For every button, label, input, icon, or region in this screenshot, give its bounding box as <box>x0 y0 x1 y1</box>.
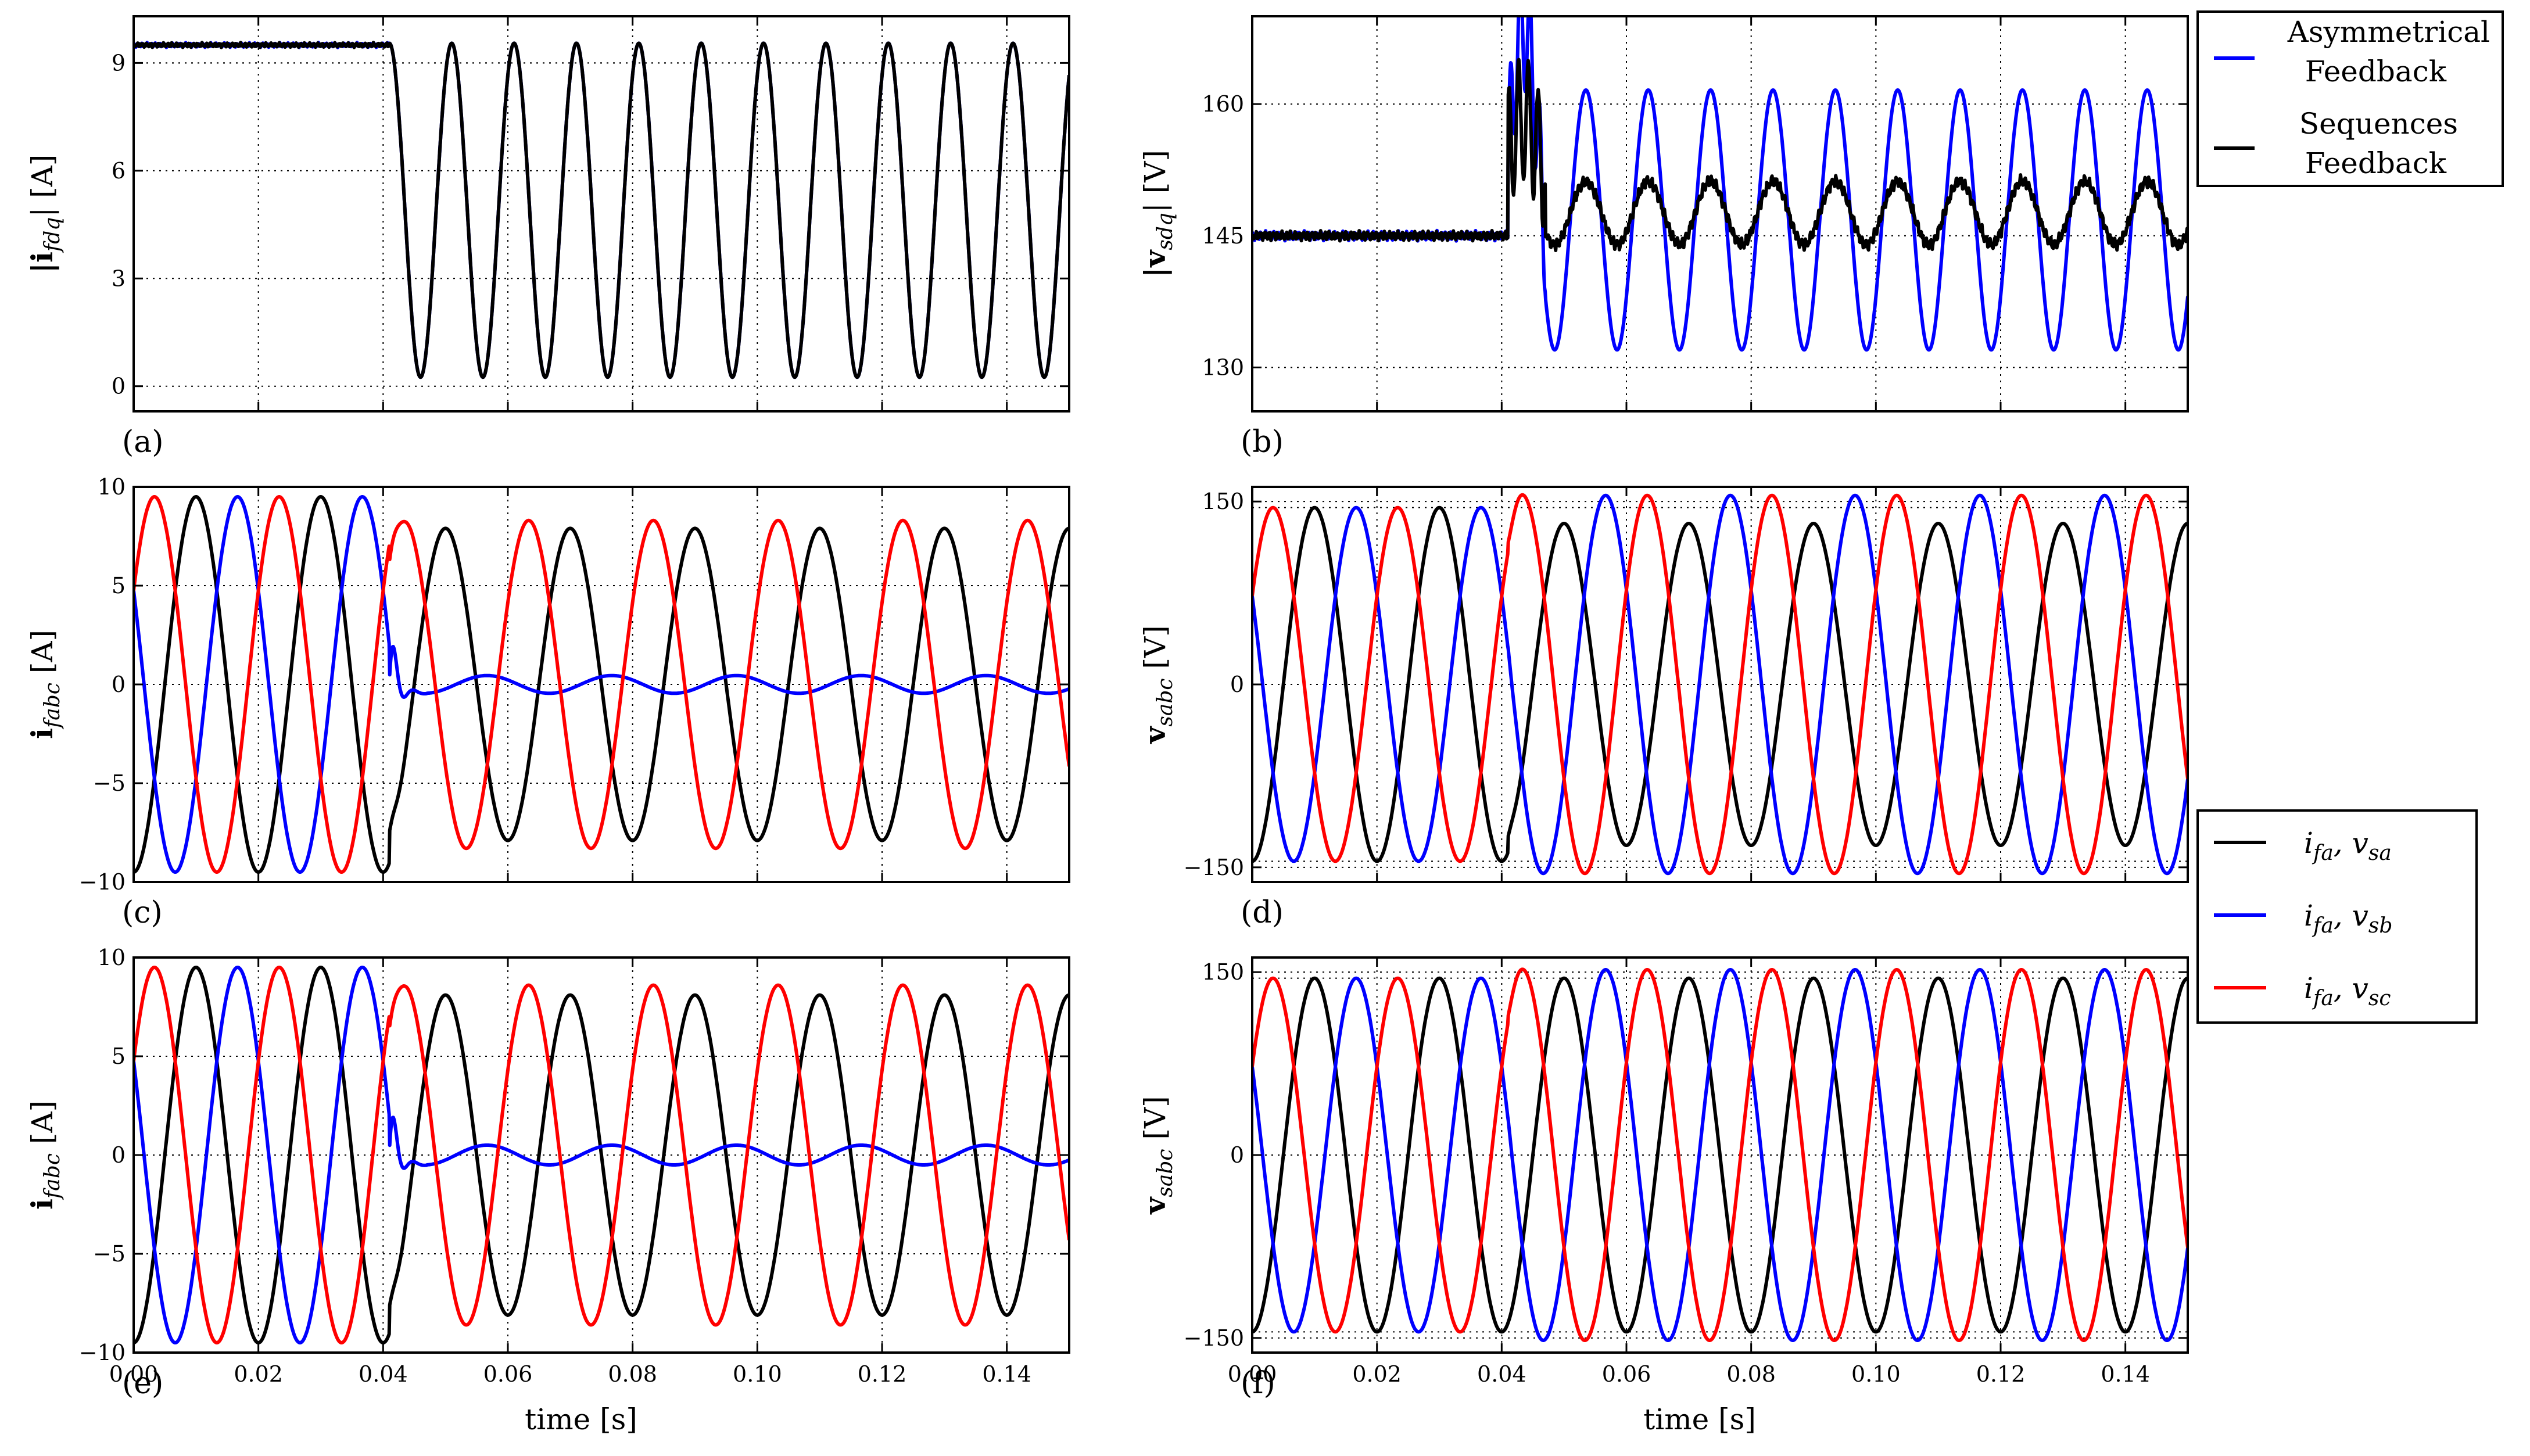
ytick-label-2: 160 <box>1202 91 1244 117</box>
xtick-label-0: 0.00 <box>1228 1361 1277 1387</box>
ytick-label-1: −5 <box>93 770 126 796</box>
legend-bottom: ifa, vsa ifa, vsb ifa, vsc <box>2196 809 2478 1024</box>
xtick-label-4: 0.08 <box>1726 1361 1776 1387</box>
xtick-label-5: 0.10 <box>733 1361 782 1387</box>
series-1-line <box>134 495 1069 874</box>
xtick-label-3: 0.06 <box>483 1361 533 1387</box>
ytick-label-0: −10 <box>79 1340 126 1365</box>
panel-e: 0.00 0.02 0.04 0.06 0.08 0.10 0.12 0.14 −10 −5 0 5 1… <box>25 945 1070 1401</box>
xtick-label-4: 0.08 <box>608 1361 657 1387</box>
series-2-line <box>134 495 1069 874</box>
ytick-label-4: 10 <box>98 474 126 500</box>
series-2-line <box>1252 493 2188 876</box>
ylabel: vsabc [V] <box>1138 1096 1177 1214</box>
legend-top: Asymmetrical Feedback Sequences Feedback <box>2196 10 2504 187</box>
series-group <box>134 495 1069 874</box>
ylabel: ifabc [A] <box>25 630 64 739</box>
xtick-label-2: 0.04 <box>359 1361 408 1387</box>
ytick-label-3: 5 <box>112 573 126 598</box>
panel-label: (d) <box>1241 895 1284 930</box>
xtick-label-0: 0.00 <box>109 1361 159 1387</box>
series-2-line <box>1252 967 2188 1342</box>
ytick-label-2: 150 <box>1202 959 1244 985</box>
panel-c: −10 −5 0 5 10 ifabc [A] (c) <box>25 474 1070 930</box>
series-0-line <box>1252 505 2188 863</box>
series-0-line <box>1252 16 2188 352</box>
panels: 0 3 6 9 |ifdq| [A] (a) 130 145 160 |vsdq| [V] (b) −… <box>25 15 2189 1401</box>
xlabel-left: time [s] <box>525 1403 637 1436</box>
ytick-label-0: −150 <box>1184 1325 1244 1351</box>
legend-top-text-1a: Sequences <box>2299 107 2458 141</box>
axes-frame <box>132 15 1070 413</box>
ytick-label-2: 0 <box>112 672 126 697</box>
ytick-label-2: 6 <box>112 158 126 184</box>
series-0-line <box>1252 976 2188 1334</box>
xtick-label-6: 0.12 <box>1976 1361 2026 1387</box>
series-1-line <box>134 41 1069 379</box>
xtick-label-2: 0.04 <box>1477 1361 1526 1387</box>
series-0-line <box>134 966 1069 1344</box>
panel-label: (b) <box>1241 425 1284 460</box>
panel-label: (f) <box>1241 1366 1275 1401</box>
series-0-line <box>134 495 1069 874</box>
ytick-label-1: 0 <box>1230 1142 1244 1168</box>
panel-label: (e) <box>122 1366 163 1401</box>
series-2-line <box>134 966 1069 1344</box>
ytick-label-3: 5 <box>112 1043 126 1069</box>
ytick-label-1: 145 <box>1202 223 1244 249</box>
ytick-label-2: 150 <box>1202 489 1244 514</box>
ylabel: |vsdq| [V] <box>1138 150 1177 278</box>
xtick-label-1: 0.02 <box>234 1361 283 1387</box>
legend-bottom-text-2: ifa, vsc <box>2304 971 2391 1010</box>
legend-top-text-1b: Feedback <box>2305 146 2447 180</box>
series-group <box>1252 16 2188 352</box>
legend-top-text-0b: Feedback <box>2305 55 2447 88</box>
ytick-label-0: 130 <box>1202 354 1244 380</box>
ytick-label-3: 9 <box>112 50 126 76</box>
series-1-line <box>1252 58 2188 252</box>
ytick-label-1: 3 <box>112 266 126 291</box>
xtick-label-1: 0.02 <box>1352 1361 1402 1387</box>
series-group <box>1252 967 2188 1342</box>
ytick-label-1: 0 <box>1230 672 1244 697</box>
panel-a: 0 3 6 9 |ifdq| [A] (a) <box>25 15 1070 460</box>
xtick-label-7: 0.14 <box>2101 1361 2150 1387</box>
series-group <box>1252 493 2188 876</box>
series-group <box>134 41 1069 379</box>
ytick-label-4: 10 <box>98 945 126 970</box>
ytick-label-0: −150 <box>1184 855 1244 880</box>
legend-bottom-text-0: ifa, vsa <box>2304 826 2392 865</box>
legend-bottom-text-1: ifa, vsb <box>2304 899 2392 938</box>
panel-b: 130 145 160 |vsdq| [V] (b) <box>1138 15 2189 460</box>
panel-label: (a) <box>122 425 164 460</box>
series-1-line <box>134 966 1069 1344</box>
series-1-line <box>1252 968 2188 1342</box>
series-1-line <box>1252 493 2188 876</box>
xtick-label-3: 0.06 <box>1602 1361 1651 1387</box>
ytick-label-1: −5 <box>93 1241 126 1267</box>
xlabel-right: time [s] <box>1643 1403 1756 1436</box>
axes-frame <box>1251 15 2189 413</box>
ytick-label-2: 0 <box>112 1142 126 1168</box>
xtick-label-7: 0.14 <box>982 1361 1031 1387</box>
ylabel: |ifdq| [A] <box>25 155 64 273</box>
legend-top-frame <box>2196 10 2504 187</box>
series-group <box>134 966 1069 1344</box>
ytick-label-0: 0 <box>112 374 126 399</box>
ylabel: ifabc [A] <box>25 1100 64 1210</box>
legend-top-text-0a: Asymmetrical <box>2287 15 2490 49</box>
panel-label: (c) <box>122 895 163 930</box>
ylabel: vsabc [V] <box>1138 625 1177 744</box>
panel-f: 0.00 0.02 0.04 0.06 0.08 0.10 0.12 0.14 −150 0 150… <box>1138 956 2189 1401</box>
xtick-label-5: 0.10 <box>1851 1361 1901 1387</box>
ytick-label-0: −10 <box>79 869 126 895</box>
xtick-label-6: 0.12 <box>858 1361 907 1387</box>
panel-d: −150 0 150 vsabc [V] (d) <box>1138 486 2189 930</box>
